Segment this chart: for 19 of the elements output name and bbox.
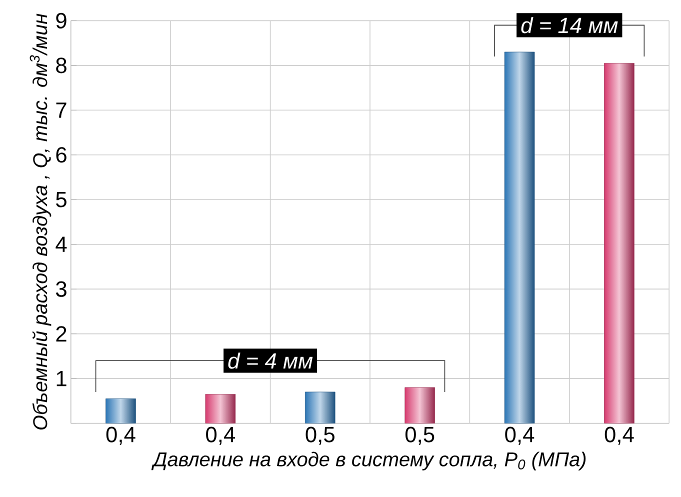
- x-tick-label: 0,4: [604, 426, 634, 445]
- y-tick-label: 9: [56, 12, 66, 28]
- y-tick-label: 2: [56, 326, 66, 342]
- y-tick-label: 8: [56, 58, 66, 74]
- x-tick-label: 0,4: [505, 426, 534, 445]
- x-axis-title: Давление на входе в систему сопла, P$_{0}$ (МПа): [151, 452, 586, 470]
- y-axis-title: Объемный расход воздуха , Q, тыс. дм$^{3}$/мин: [30, 14, 52, 430]
- y-tick-label: 7: [56, 102, 66, 118]
- annotation: d = 14 мм: [521, 17, 618, 34]
- x-tick-label: 0,4: [106, 426, 136, 445]
- y-tick-label: 3: [56, 281, 66, 297]
- x-tick-label: 0,5: [405, 426, 434, 445]
- y-tick-label: 5: [56, 192, 66, 208]
- annotation: d = 4 мм: [228, 352, 313, 369]
- y-tick-label: 1: [56, 371, 66, 386]
- y-tick-label: 6: [56, 147, 66, 163]
- y-tick-label: 4: [56, 236, 67, 252]
- x-tick-label: 0,5: [306, 426, 334, 445]
- x-tick-label: 0,4: [206, 426, 236, 445]
